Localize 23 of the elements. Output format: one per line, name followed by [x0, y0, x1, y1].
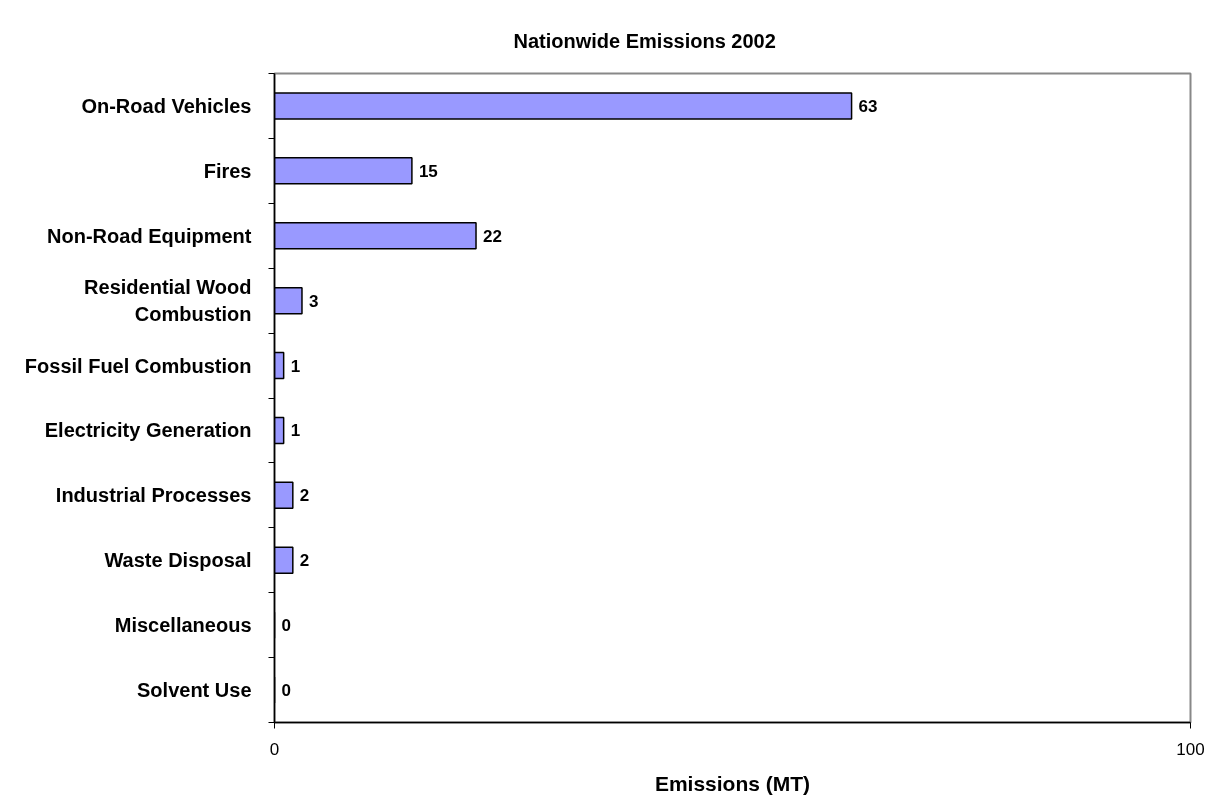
data-label: 3 — [308, 291, 319, 311]
data-label: 0 — [281, 616, 291, 636]
y-tick-label: Electricity Generation — [44, 419, 252, 442]
data-label: 63 — [858, 96, 878, 116]
x-tick-label: 100 — [1176, 739, 1205, 759]
y-tick-label: Waste Disposal — [104, 549, 252, 572]
data-label: 1 — [290, 421, 301, 441]
y-tick-label: Fossil Fuel Combustion — [24, 354, 252, 377]
y-tick-label: Solvent Use — [137, 679, 252, 702]
y-tick-label: On-Road Vehicles — [81, 94, 252, 117]
data-label: 0 — [281, 681, 291, 701]
data-label: 15 — [418, 161, 438, 181]
y-tick-label: Fires — [203, 159, 252, 182]
data-label: 1 — [290, 356, 301, 376]
y-tick-label: Non-Road Equipment — [47, 224, 252, 247]
data-label: 22 — [483, 226, 502, 246]
y-tick-label: Industrial Processes — [55, 484, 252, 507]
chart-title: Nationwide Emissions 2002 — [513, 29, 776, 52]
data-label: 2 — [299, 486, 310, 506]
y-tick-label: Miscellaneous — [114, 614, 252, 637]
y-tick-label: Residential Wood Combustion — [84, 276, 252, 325]
data-label: 2 — [299, 551, 310, 571]
x-axis-title: Emissions (MT) — [654, 771, 811, 795]
